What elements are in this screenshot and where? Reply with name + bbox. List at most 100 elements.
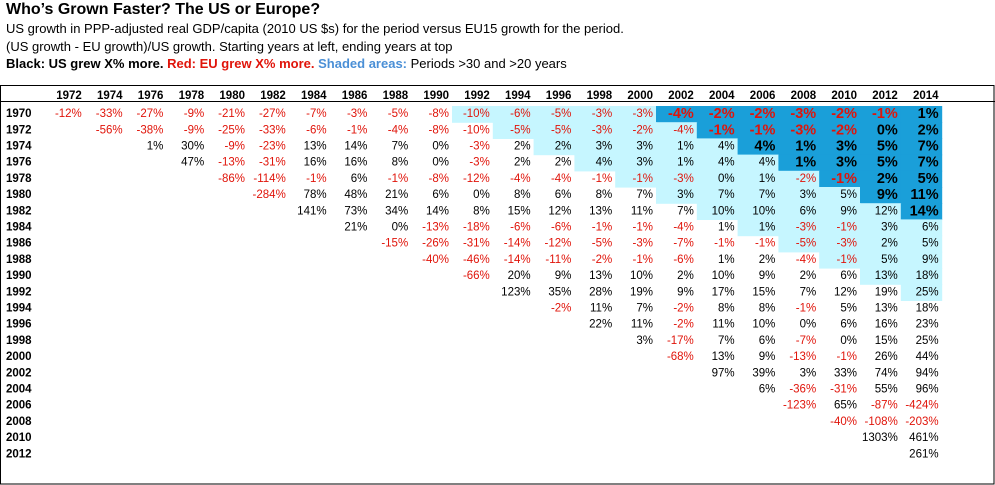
value-cell-2002-2012: 74% <box>875 367 898 379</box>
value-cell-1970-1994: -6% <box>510 108 530 120</box>
value-cell-1980-1988: 21% <box>385 189 408 201</box>
value-cell-1976-1982: -31% <box>259 157 286 169</box>
value-cell-1994-2012: 13% <box>875 303 898 315</box>
value-cell-1972-1994: -5% <box>510 124 530 136</box>
shade-cell-1990-2012 <box>860 268 902 285</box>
value-cell-1980-2006: 7% <box>759 189 776 201</box>
shade-cell-1986-2008 <box>778 235 820 253</box>
shade-cell-1976-2004 <box>696 154 739 172</box>
value-cell-1982-1992: 8% <box>473 205 490 217</box>
shade-cell-1984-2008 <box>778 219 820 237</box>
shade-cell-1984-2010 <box>819 219 861 237</box>
value-cell-1978-1992: -12% <box>463 173 490 185</box>
value-cell-1978-2006: 1% <box>759 173 776 185</box>
shade-cell-1970-2014 <box>900 106 943 123</box>
value-cell-1972-1986: -1% <box>347 124 367 136</box>
value-cell-1990-2002: 2% <box>677 270 694 282</box>
value-cell-1984-1988: 0% <box>392 222 409 234</box>
value-cell-1972-1992: -10% <box>463 124 490 136</box>
value-cell-1998-2004: 7% <box>718 335 735 347</box>
shade-cell-1984-2006 <box>737 219 779 237</box>
value-cell-1988-2012: 5% <box>881 254 898 266</box>
value-cell-1974-1984: 13% <box>304 141 327 153</box>
value-cell-1970-2004: -2% <box>709 106 735 122</box>
value-cell-1974-1998: 3% <box>596 141 613 153</box>
value-cell-1986-2004: -1% <box>714 238 734 250</box>
shade-cell-1978-2008 <box>778 170 820 188</box>
value-cell-2006-2012: -87% <box>871 400 898 412</box>
value-cell-1984-1990: -13% <box>422 222 449 234</box>
shade-cell-1978-2012 <box>860 170 902 188</box>
value-cell-2000-2010: -1% <box>837 351 857 363</box>
value-cell-1974-1980: -9% <box>225 141 245 153</box>
value-cell-2002-2008: 3% <box>800 367 817 379</box>
shade-cell-1972-2010 <box>819 122 861 139</box>
value-cell-1988-1992: -46% <box>463 254 490 266</box>
column-header-1974: 1974 <box>97 90 123 102</box>
value-cell-1992-2014: 25% <box>916 286 939 298</box>
value-cell-1998-2008: -7% <box>796 335 816 347</box>
column-header-2006: 2006 <box>750 90 776 102</box>
column-header-2012: 2012 <box>872 90 898 102</box>
value-cell-1998-2000: 3% <box>636 335 653 347</box>
shade-cell-1982-2014 <box>900 203 943 220</box>
value-cell-1974-1986: 14% <box>344 141 367 153</box>
value-cell-1978-1982: -114% <box>253 173 285 185</box>
value-cell-1994-2010: 5% <box>840 303 857 315</box>
shade-cell-1988-2014 <box>900 251 943 269</box>
value-cell-1992-2006: 15% <box>752 286 775 298</box>
value-cell-1992-1998: 28% <box>589 286 612 298</box>
value-cell-1978-2014: 5% <box>918 171 939 187</box>
value-cell-1996-2002: -2% <box>673 319 693 331</box>
column-header-1990: 1990 <box>423 90 449 102</box>
value-cell-1994-2014: 18% <box>916 303 939 315</box>
value-cell-2006-2010: 65% <box>834 400 857 412</box>
value-cell-1996-2014: 23% <box>916 319 939 331</box>
value-cell-1970-2006: -2% <box>750 106 776 122</box>
value-cell-1972-2012: 0% <box>877 122 898 138</box>
value-cell-2000-2014: 44% <box>916 351 939 363</box>
row-header-2004: 2004 <box>6 384 32 396</box>
value-cell-1982-1998: 13% <box>589 205 612 217</box>
value-cell-1980-2002: 3% <box>677 189 694 201</box>
value-cell-1996-2006: 10% <box>752 319 775 331</box>
value-cell-1976-2012: 5% <box>877 155 898 171</box>
value-cell-2000-2004: 13% <box>712 351 735 363</box>
value-cell-1988-1994: -14% <box>504 254 531 266</box>
value-cell-1988-1990: -40% <box>422 254 449 266</box>
value-cell-2010-2012: 1303% <box>862 432 898 444</box>
shade-cell-1970-1998 <box>574 106 616 123</box>
shade-cell-1970-2008 <box>778 106 820 123</box>
value-cell-1992-1996: 35% <box>548 286 571 298</box>
value-cell-2004-2014: 96% <box>916 384 939 396</box>
shade-cell-1982-2008 <box>778 203 820 220</box>
shade-cell-1976-2000 <box>615 154 657 172</box>
value-cell-2002-2014: 94% <box>916 367 939 379</box>
value-cell-1990-1998: 13% <box>589 270 612 282</box>
shade-cell-1976-2010 <box>819 154 861 172</box>
value-cell-2004-2008: -36% <box>789 384 816 396</box>
value-cell-2004-2012: 55% <box>875 384 898 396</box>
column-header-1988: 1988 <box>383 90 409 102</box>
value-cell-1972-2000: -2% <box>633 124 653 136</box>
value-cell-1976-1990: 0% <box>432 157 449 169</box>
value-cell-1976-1992: -3% <box>469 157 489 169</box>
value-cell-1972-1996: -5% <box>551 124 571 136</box>
shade-cell-1978-2006 <box>737 170 779 188</box>
value-cell-1980-2000: 7% <box>636 189 653 201</box>
value-cell-1976-1994: 2% <box>514 157 531 169</box>
value-cell-1980-1990: 6% <box>432 189 449 201</box>
value-cell-1974-2004: 4% <box>718 141 735 153</box>
value-cell-1980-1986: 48% <box>344 189 367 201</box>
shade-cell-1978-2002 <box>656 170 698 188</box>
shade-cell-1988-2010 <box>819 251 861 269</box>
shade-cell-1982-2004 <box>696 203 739 220</box>
row-header-1990: 1990 <box>6 270 32 282</box>
value-cell-1988-2002: -6% <box>673 254 693 266</box>
row-header-1980: 1980 <box>6 189 32 201</box>
value-cell-1980-2004: 7% <box>718 189 735 201</box>
value-cell-1984-2004: 1% <box>718 222 735 234</box>
shade-cell-1980-2002 <box>656 187 698 204</box>
shade-cell-1972-2004 <box>696 122 739 139</box>
